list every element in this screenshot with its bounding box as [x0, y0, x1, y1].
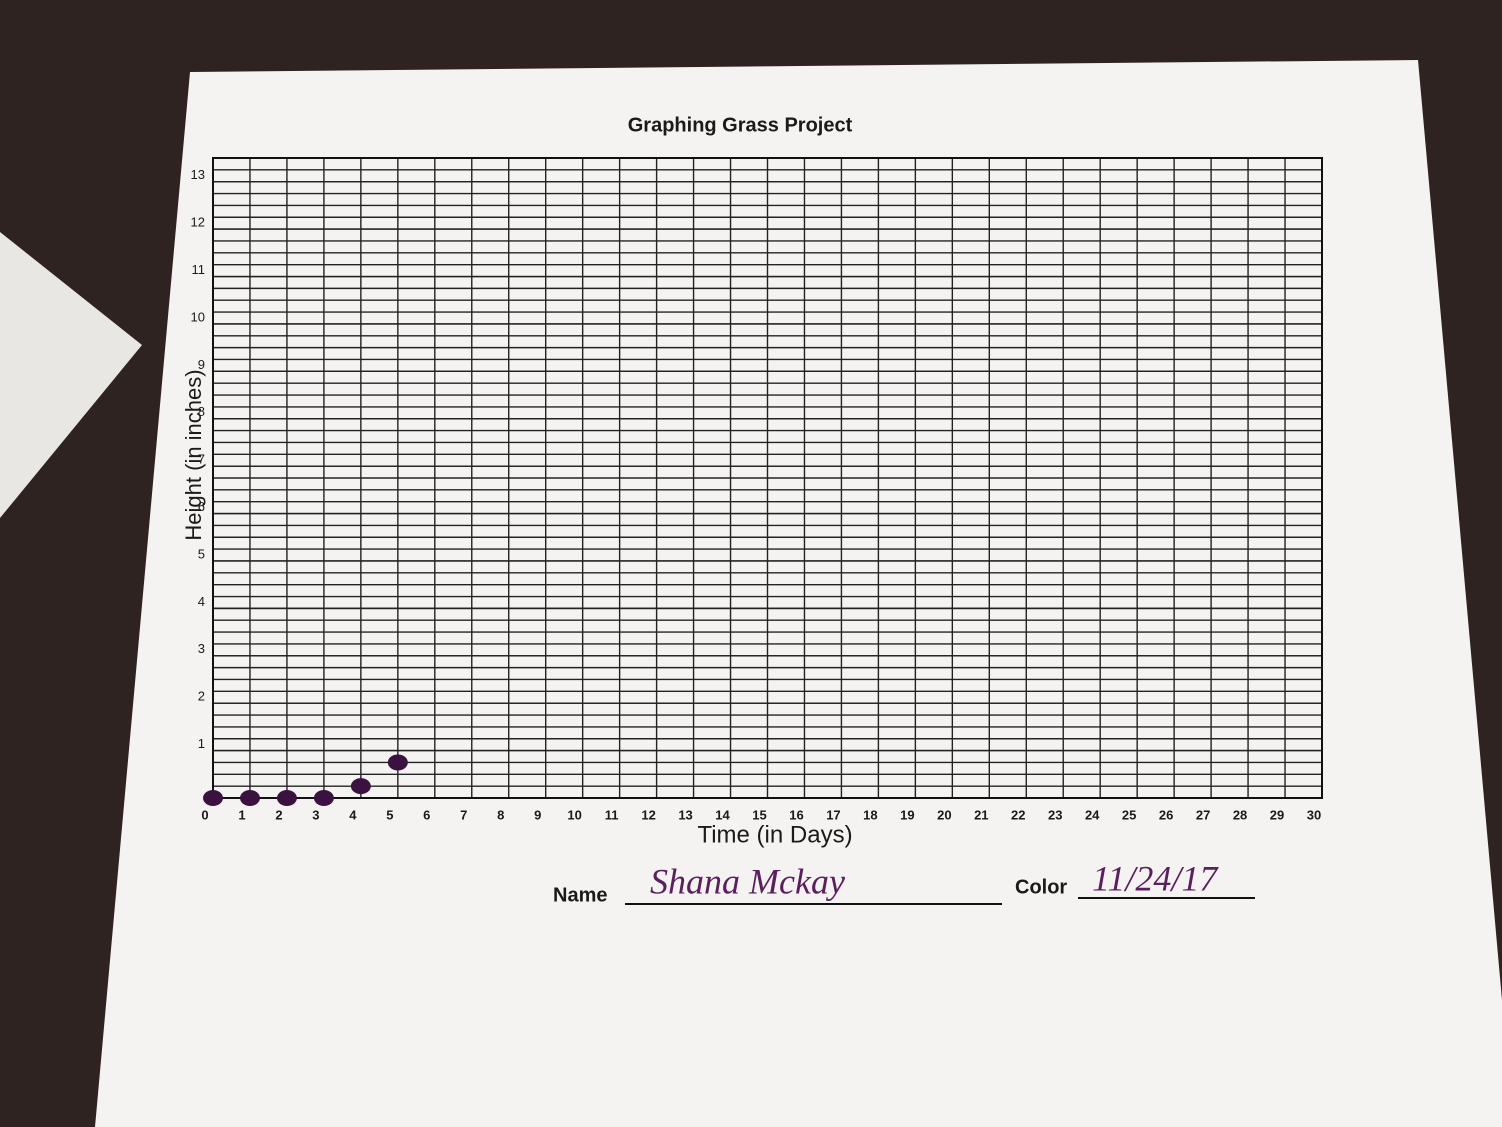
chart-title: Graphing Grass Project — [628, 114, 853, 136]
y-tick-label: 8 — [198, 404, 205, 419]
x-tick-label: 13 — [678, 807, 692, 822]
x-tick-label: 2 — [275, 807, 282, 822]
point — [203, 790, 223, 806]
x-tick-label: 26 — [1159, 807, 1173, 822]
x-tick-label: 16 — [789, 807, 803, 822]
y-tick-label: 1 — [198, 736, 205, 751]
x-tick-label: 10 — [567, 807, 581, 822]
y-tick-label: 7 — [198, 452, 205, 467]
point — [313, 790, 334, 806]
y-tick-label: 11 — [192, 262, 206, 277]
x-axis-label: Time (in Days) — [697, 821, 852, 848]
x-tick-label: 3 — [312, 807, 319, 822]
x-tick-label: 23 — [1048, 807, 1062, 822]
name-value: Shana Mckay — [650, 861, 845, 901]
x-tick-label: 12 — [641, 807, 655, 822]
y-tick-label: 4 — [198, 594, 205, 609]
x-tick-label: 11 — [605, 807, 619, 822]
x-tick-label: 18 — [863, 807, 877, 822]
x-tick-label: 9 — [534, 807, 541, 822]
y-tick-label: 9 — [198, 357, 205, 372]
x-tick-label: 21 — [974, 807, 988, 822]
x-tick-label: 20 — [937, 807, 951, 822]
x-tick-label: 7 — [460, 807, 467, 822]
color-label: Color — [1015, 876, 1067, 898]
point — [387, 754, 408, 771]
x-tick-label: 27 — [1196, 807, 1210, 822]
x-tick-label: 22 — [1011, 807, 1025, 822]
x-tick-label: 24 — [1085, 807, 1100, 822]
x-tick-label: 17 — [826, 807, 840, 822]
x-tick-label: 29 — [1270, 807, 1284, 822]
paper — [95, 60, 1502, 1127]
y-axis-label: Height (in inches) — [181, 369, 206, 540]
x-tick-label: 28 — [1233, 807, 1247, 822]
y-tick-label: 5 — [198, 546, 205, 561]
y-tick-label: 10 — [191, 309, 205, 324]
y-tick-label: 6 — [198, 499, 205, 514]
x-tick-label: 4 — [349, 807, 357, 822]
y-tick-label: 3 — [198, 641, 205, 656]
x-tick-label: 1 — [238, 807, 245, 822]
x-tick-label: 30 — [1307, 807, 1321, 822]
point — [350, 778, 371, 795]
x-tick-label: 15 — [752, 807, 766, 822]
card — [0, 232, 142, 518]
x-tick-label: 14 — [715, 807, 730, 822]
point — [239, 790, 260, 806]
x-tick-label: 19 — [900, 807, 914, 822]
x-tick-label: 5 — [386, 807, 393, 822]
x-tick-label: 8 — [497, 807, 504, 822]
color-value: 11/24/17 — [1092, 858, 1219, 898]
y-tick-label: 2 — [198, 689, 205, 704]
x-tick-label: 6 — [423, 807, 430, 822]
name-label: Name — [553, 884, 607, 906]
y-tick-label: 12 — [191, 215, 205, 230]
y-tick-label: 13 — [191, 167, 205, 182]
x-tick-label: 0 — [201, 807, 208, 822]
point — [276, 790, 297, 806]
plot-border — [212, 157, 1323, 799]
x-tick-label: 25 — [1122, 807, 1136, 822]
